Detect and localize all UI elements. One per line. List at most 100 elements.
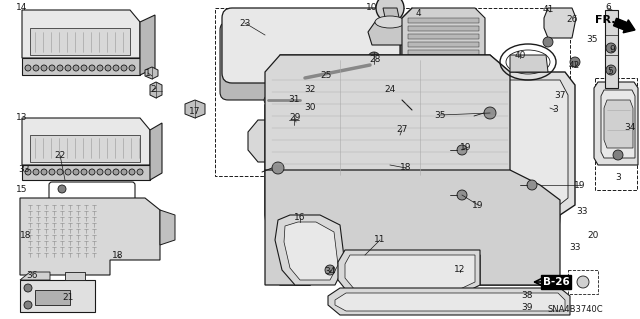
Polygon shape: [185, 100, 205, 118]
Bar: [215, 8, 570, 176]
Text: 33: 33: [19, 166, 29, 174]
Polygon shape: [150, 82, 162, 98]
Ellipse shape: [375, 16, 405, 28]
FancyBboxPatch shape: [222, 8, 400, 83]
Text: 28: 28: [369, 56, 381, 64]
Polygon shape: [544, 8, 576, 38]
Circle shape: [89, 169, 95, 175]
Text: 16: 16: [294, 213, 306, 222]
Circle shape: [105, 169, 111, 175]
Polygon shape: [604, 100, 633, 148]
Circle shape: [300, 73, 310, 83]
Text: 33: 33: [576, 207, 588, 217]
Polygon shape: [20, 280, 95, 312]
Text: 23: 23: [239, 19, 251, 27]
Text: 18: 18: [400, 164, 412, 173]
Polygon shape: [594, 82, 638, 165]
Text: 9: 9: [609, 46, 615, 55]
Text: 34: 34: [324, 268, 336, 277]
Polygon shape: [325, 125, 333, 158]
Polygon shape: [408, 74, 479, 79]
Text: 10: 10: [366, 4, 378, 12]
Text: FR.: FR.: [595, 15, 616, 25]
Text: 19: 19: [472, 201, 484, 210]
Polygon shape: [150, 123, 162, 180]
Circle shape: [484, 107, 496, 119]
Circle shape: [97, 169, 103, 175]
Text: 15: 15: [16, 186, 28, 195]
Polygon shape: [408, 98, 479, 103]
Polygon shape: [313, 125, 321, 158]
Circle shape: [105, 65, 111, 71]
Circle shape: [57, 169, 63, 175]
Text: 32: 32: [304, 85, 316, 94]
Polygon shape: [265, 125, 273, 158]
Polygon shape: [601, 90, 635, 158]
Circle shape: [24, 301, 32, 309]
Text: 24: 24: [385, 85, 396, 94]
Polygon shape: [275, 215, 345, 285]
Polygon shape: [408, 82, 479, 87]
Text: 14: 14: [16, 4, 28, 12]
Polygon shape: [368, 22, 408, 45]
Circle shape: [65, 169, 71, 175]
Polygon shape: [265, 55, 510, 185]
Text: 39: 39: [521, 303, 532, 313]
Text: 18: 18: [20, 231, 32, 240]
Polygon shape: [380, 82, 408, 98]
Circle shape: [81, 65, 87, 71]
Text: 19: 19: [574, 181, 586, 189]
Polygon shape: [295, 87, 310, 95]
Polygon shape: [408, 58, 479, 63]
Text: 5: 5: [607, 68, 613, 77]
Circle shape: [543, 37, 553, 47]
Polygon shape: [510, 55, 548, 72]
Polygon shape: [140, 15, 155, 75]
Polygon shape: [289, 125, 297, 158]
Text: B-26: B-26: [543, 277, 570, 287]
Circle shape: [49, 169, 55, 175]
Polygon shape: [438, 115, 540, 158]
Polygon shape: [30, 28, 130, 55]
Circle shape: [606, 43, 616, 53]
Text: 13: 13: [16, 114, 28, 122]
Text: 2: 2: [150, 85, 156, 94]
Text: 38: 38: [521, 291, 532, 300]
Circle shape: [49, 65, 55, 71]
Text: 12: 12: [454, 265, 466, 275]
Text: 3: 3: [552, 106, 558, 115]
Circle shape: [65, 65, 71, 71]
Bar: [595, 78, 637, 190]
Circle shape: [73, 65, 79, 71]
Text: 21: 21: [62, 293, 74, 302]
FancyArrow shape: [614, 18, 635, 33]
Polygon shape: [408, 66, 479, 71]
Polygon shape: [145, 67, 158, 79]
Polygon shape: [20, 198, 160, 275]
Polygon shape: [408, 34, 479, 39]
Circle shape: [41, 169, 47, 175]
Text: SNA4B3740C: SNA4B3740C: [547, 306, 603, 315]
Circle shape: [25, 169, 31, 175]
Text: 34: 34: [624, 123, 636, 132]
Polygon shape: [408, 50, 479, 55]
Text: 11: 11: [374, 235, 386, 244]
Polygon shape: [22, 165, 150, 180]
Polygon shape: [361, 125, 369, 158]
Text: 18: 18: [112, 250, 124, 259]
Polygon shape: [22, 10, 140, 58]
Bar: [568, 270, 598, 294]
Circle shape: [33, 65, 39, 71]
Circle shape: [313, 86, 323, 96]
Text: 1: 1: [145, 69, 151, 78]
Ellipse shape: [472, 123, 508, 147]
Circle shape: [113, 65, 119, 71]
Circle shape: [81, 169, 87, 175]
Polygon shape: [345, 255, 475, 290]
Circle shape: [368, 52, 380, 64]
Circle shape: [613, 150, 623, 160]
Polygon shape: [277, 125, 285, 158]
Polygon shape: [408, 18, 479, 23]
Circle shape: [397, 136, 409, 148]
Text: 3: 3: [615, 174, 621, 182]
